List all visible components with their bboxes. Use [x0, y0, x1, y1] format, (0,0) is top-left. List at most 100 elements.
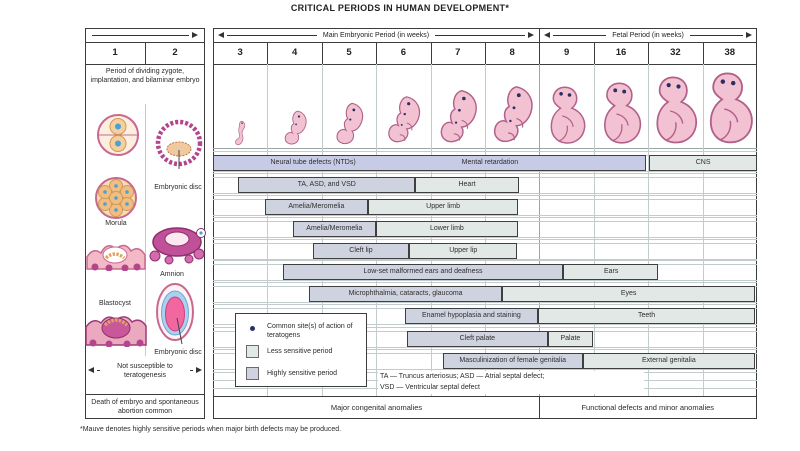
genitalia-bar-label: Masculinization of female genitalia — [459, 357, 567, 364]
genitalia-bar-label: External genitalia — [642, 357, 696, 364]
row-grid-line — [213, 259, 757, 260]
embryonic-period-header: Main Embryonic Period (in weeks) — [213, 28, 539, 42]
left-panel-divider — [85, 394, 205, 395]
row-grid-line — [213, 193, 757, 194]
row-grid-line — [213, 302, 757, 303]
left-panel — [85, 28, 205, 419]
row-grid-line — [213, 260, 757, 261]
abbreviation-line: VSD — Ventricular septal defect — [380, 383, 480, 391]
legend-highly-label: Highly sensitive period — [267, 369, 338, 377]
week-number-5: 5 — [346, 47, 352, 58]
eyes-bar-label: Microphthalmia, cataracts, glaucoma — [348, 290, 463, 297]
row-grid-line — [213, 282, 757, 283]
embryonic-period-label: Main Embryonic Period (in weeks) — [322, 31, 430, 39]
column-grid-line — [267, 64, 269, 396]
upper-limb-bar-label: Upper limb — [426, 203, 461, 210]
weeks-1-2-arrow — [87, 28, 203, 42]
column-grid-line — [702, 64, 704, 396]
embryo-week-9 — [550, 86, 586, 144]
arrow-line — [190, 369, 193, 371]
embryonic-disc-label-2: Embryonic disc — [154, 349, 202, 356]
lower-limb-bar-label: Lower limb — [429, 225, 464, 232]
morula-icon — [95, 177, 137, 219]
major-anomalies-label: Major congenital anomalies — [330, 403, 423, 412]
week-column-border — [593, 42, 595, 64]
palate-bar-label: Palate — [560, 335, 581, 342]
row-grid-line — [213, 195, 757, 196]
major-anomalies-box: Major congenital anomalies — [213, 396, 540, 419]
not-susceptible-arrow-right — [190, 366, 202, 374]
teratogen-site-dot-icon — [250, 326, 255, 331]
arrow-right-icon — [196, 367, 202, 373]
cns-bar-label: CNS — [695, 159, 711, 166]
implantation-site-icon — [149, 227, 206, 265]
arrow-line — [227, 34, 317, 36]
amnion-label: Amnion — [160, 271, 184, 278]
row-grid-line — [213, 347, 757, 348]
functional-defects-label: Functional defects and minor anomalies — [581, 403, 715, 412]
week-column-border — [485, 42, 486, 64]
week-column-border — [702, 42, 704, 64]
arrow-right-icon — [192, 32, 198, 38]
ears-less-period-bar — [563, 264, 658, 280]
cns-less-period-bar — [648, 155, 757, 171]
arrow-left-icon — [218, 32, 224, 38]
arrow-line — [689, 34, 743, 36]
week-number-3: 3 — [237, 47, 243, 58]
row-grid-line — [213, 369, 757, 370]
embryo-week-3 — [234, 120, 245, 146]
arrow-left-icon — [88, 367, 94, 373]
arrow-right-icon — [746, 32, 752, 38]
highly-sensitive-swatch — [246, 367, 259, 380]
cns-mauve-period-bar — [213, 155, 647, 171]
embryo-week-16 — [604, 82, 642, 144]
week-number-38: 38 — [724, 47, 736, 58]
less-sensitive-swatch — [246, 345, 259, 358]
sensitivity-bars: Neural tube defects (NTDs) Mental retarda… — [213, 0, 757, 451]
palate-less-period-bar — [548, 331, 594, 347]
teeth-bar-label: Teeth — [638, 312, 656, 319]
left-column-divider — [145, 104, 146, 356]
arrow-line — [92, 34, 189, 36]
week-column-border — [430, 42, 432, 64]
arrow-right-icon — [528, 32, 535, 38]
palate-highly-period-bar — [407, 331, 549, 347]
arrow-line — [435, 34, 526, 36]
upper-lip-less-period-bar — [408, 243, 518, 259]
arrow-line — [97, 369, 100, 371]
row-grid-line — [213, 349, 757, 350]
embryo-week-4 — [284, 110, 307, 145]
upper-limb-bar-label: Amelia/Meromelia — [288, 203, 345, 210]
legend-less-row: Less sensitive period — [246, 345, 332, 358]
eyes-highly-period-bar — [308, 286, 502, 302]
genitalia-highly-period-bar — [443, 353, 583, 369]
embryo-drawings — [213, 0, 757, 451]
week-number-8: 8 — [509, 47, 515, 58]
row-grid-line — [213, 324, 757, 325]
heart-highly-period-bar — [238, 177, 415, 193]
footnote: *Mauve denotes highly sensitive periods … — [80, 426, 342, 433]
upper-lip-highly-period-bar — [313, 243, 409, 259]
row-grid-line — [213, 239, 757, 240]
ears-bar-label: Low-set malformed ears and deafness — [363, 268, 483, 275]
embryo-week-8 — [493, 86, 533, 143]
abbreviations-note: TA — Truncus arteriosus; ASD — Atrial se… — [378, 371, 644, 394]
eyes-bar-label: Eyes — [620, 290, 637, 297]
week-column-border — [648, 42, 650, 64]
left-panel-divider — [85, 64, 205, 65]
ears-highly-period-bar — [283, 264, 564, 280]
heart-bar-label: Heart — [458, 181, 476, 188]
blastocyst-label: Blastocyst — [99, 300, 131, 307]
not-susceptible-arrow-left — [88, 366, 100, 374]
heart-bar-label: TA, ASD, and VSD — [297, 181, 356, 188]
fetal-period-label: Fetal Period (in weeks) — [612, 31, 684, 39]
teeth-less-period-bar — [537, 308, 755, 324]
row-grid-line — [213, 327, 757, 328]
week-column-border — [539, 42, 541, 64]
row-grid-line — [213, 173, 757, 174]
column-grid-line — [648, 64, 650, 396]
arrow-left-icon — [544, 32, 550, 38]
upper-limb-less-period-bar — [368, 199, 519, 215]
upper-lip-bar-label: Cleft lip — [349, 247, 373, 254]
